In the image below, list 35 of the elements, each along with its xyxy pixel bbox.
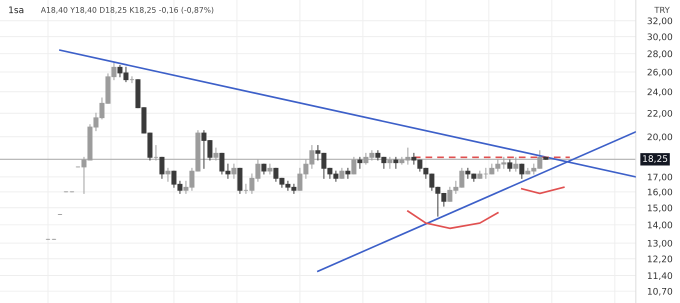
candlestick	[513, 156, 518, 172]
candlestick	[261, 164, 266, 174]
text: TRY	[654, 6, 670, 13]
text: 1sa	[9, 6, 24, 14]
line-series	[407, 210, 499, 230]
candlestick	[351, 156, 356, 174]
candlestick	[237, 168, 242, 194]
y-tick-label: 24,00	[648, 88, 672, 96]
y-tick-label: 17,00	[648, 174, 672, 182]
ref-line-label: 18,25	[643, 155, 668, 163]
candlestick	[165, 168, 170, 182]
y-tick-label: 13,00	[648, 240, 672, 248]
candlestick	[357, 156, 362, 169]
candlestick	[345, 168, 350, 179]
y-tick-label: 32,00	[648, 17, 672, 26]
candlestick	[507, 160, 512, 172]
candlestick	[387, 156, 392, 169]
y-tick-label: 20,00	[648, 133, 672, 142]
y-tick-label: 28,00	[648, 50, 672, 58]
y-tick-label: 10,70	[648, 288, 672, 296]
candlestick	[519, 164, 524, 179]
y-tick-label: 12,20	[648, 256, 672, 264]
candlestick	[339, 168, 344, 179]
y-tick-label: 26,00	[648, 68, 672, 76]
candlestick	[213, 148, 218, 161]
y-tick-label: 16,00	[648, 188, 672, 196]
y-tick-label: 15,00	[648, 204, 672, 212]
y-tick-label: 11,40	[648, 272, 672, 280]
candlestick	[393, 156, 398, 169]
y-tick-label: 22,00	[648, 110, 672, 118]
y-tick-label: 30,00	[648, 33, 672, 42]
y-tick-label: 14,00	[648, 222, 672, 230]
candlestick	[267, 164, 272, 174]
candlestick	[159, 156, 164, 179]
candlestick	[231, 164, 236, 179]
